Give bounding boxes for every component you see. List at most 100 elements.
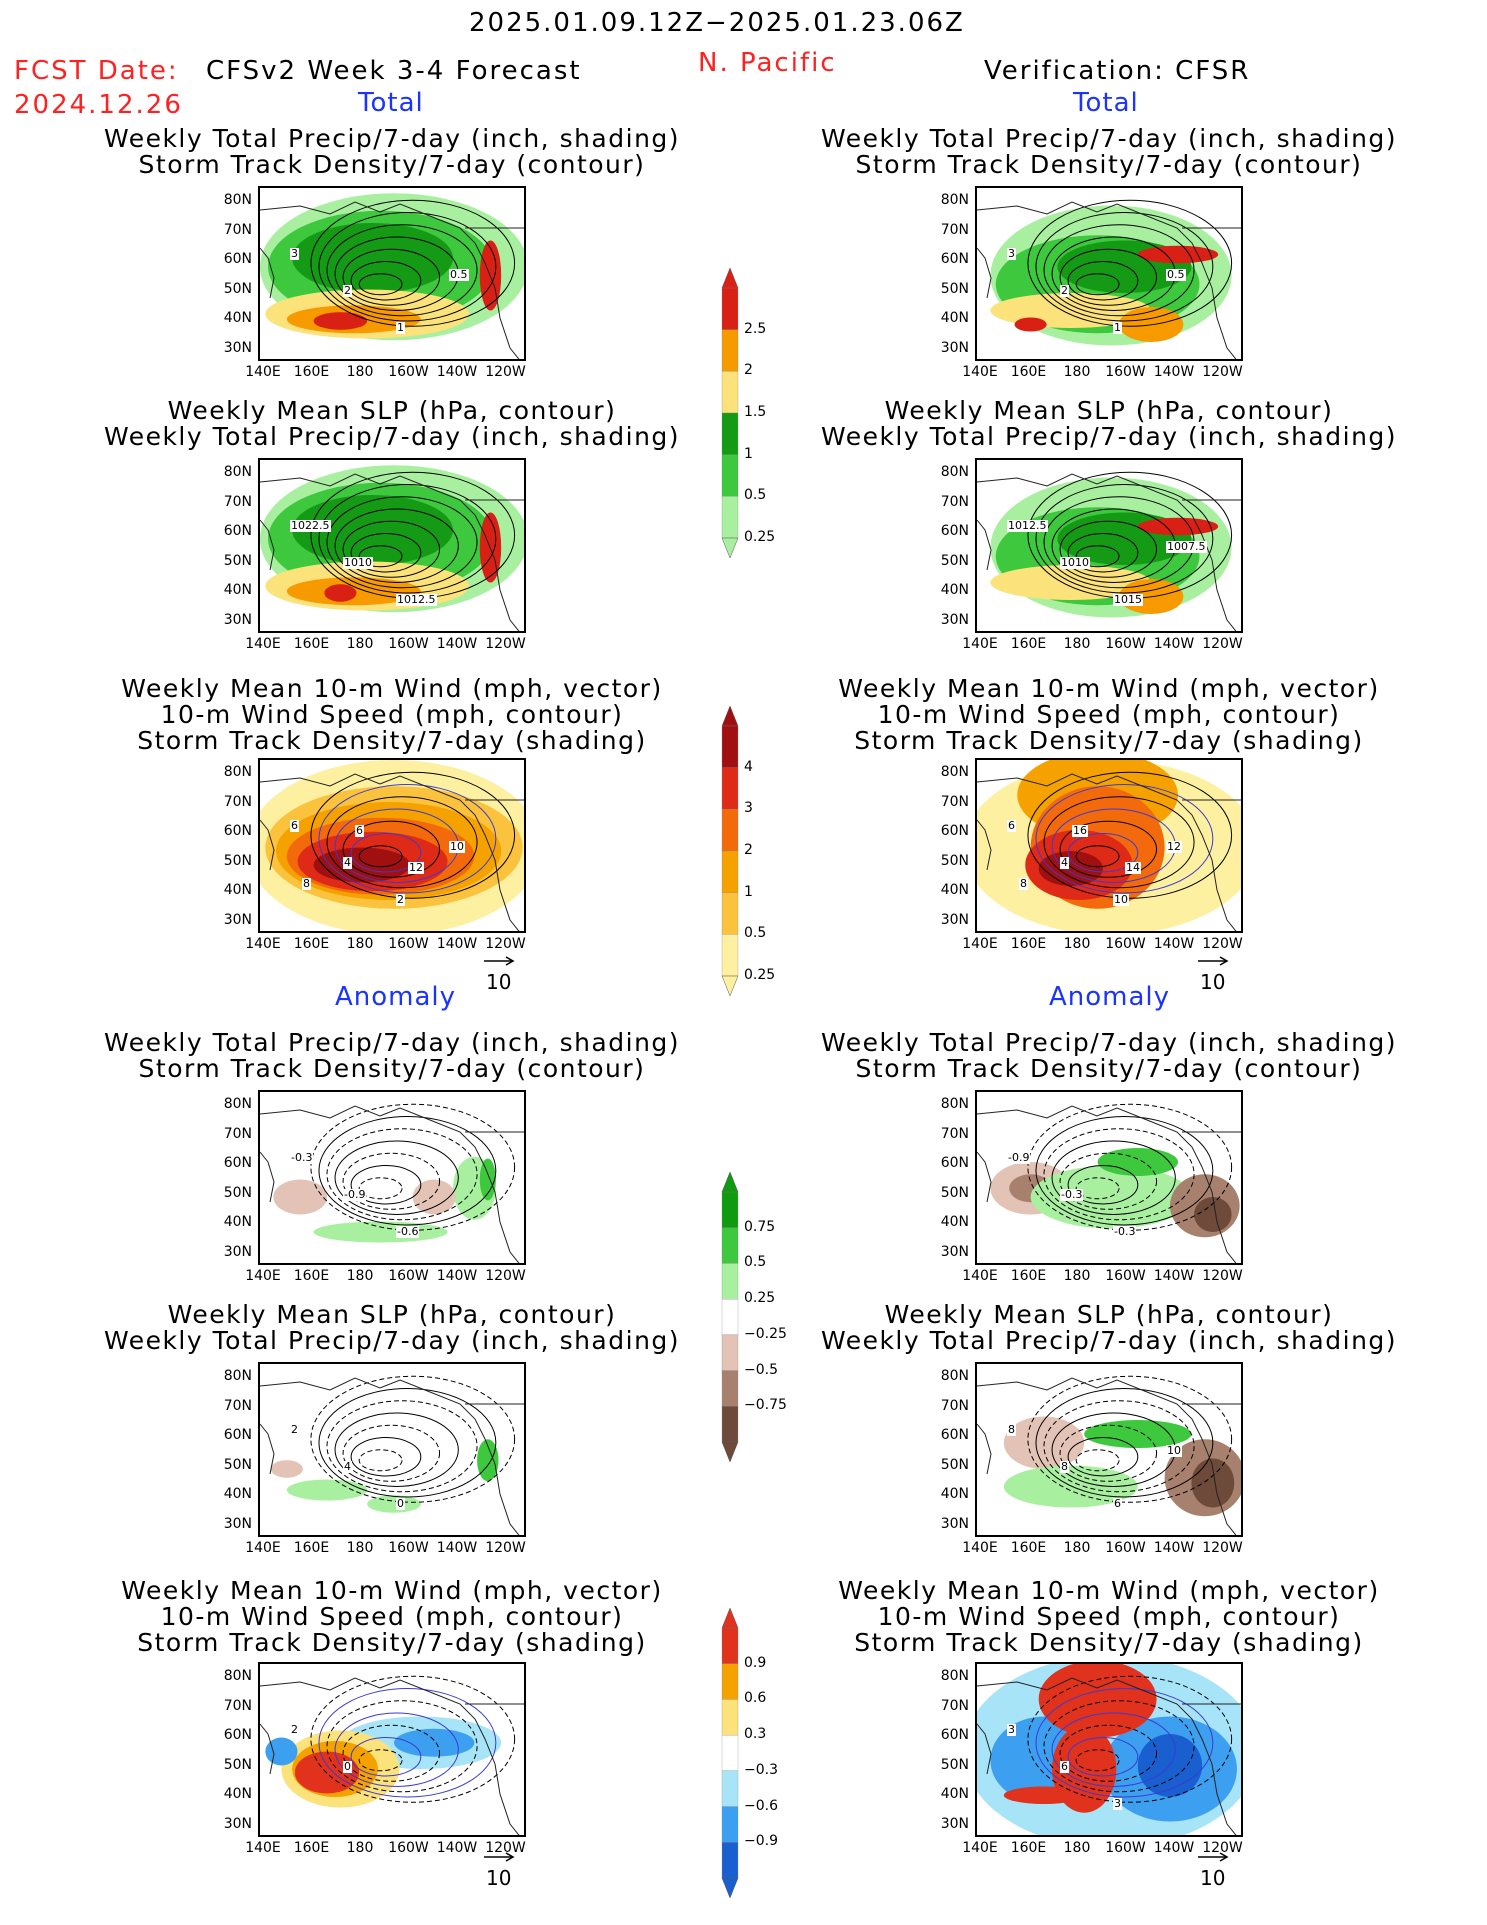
lat-tick-label: 50N: [940, 1184, 969, 1201]
map-panel: -0.3 -0.9 -0.6: [258, 1090, 526, 1265]
lon-tick-label: 140E: [245, 1540, 281, 1556]
map-panel: 1012.5 1010 1015 1007.5: [975, 458, 1243, 633]
shading-region: [479, 1158, 496, 1201]
lon-tick-label: 140E: [245, 1268, 281, 1284]
lon-tick-label: 140E: [245, 1840, 281, 1856]
contour-line: [350, 533, 422, 573]
lon-tick-label: 160E: [293, 936, 330, 952]
colorbar-tick-label: −0.5: [744, 1361, 778, 1378]
coastline: [977, 1377, 1241, 1535]
contour-line: [1043, 1400, 1195, 1493]
panel-title-line: Weekly Mean 10-m Wind (mph, vector): [121, 674, 663, 703]
lat-tick-label: 60N: [940, 1155, 969, 1171]
lon-tick-label: 120W: [1202, 636, 1243, 652]
contour-line: [1035, 1116, 1214, 1226]
lat-tick-label: 60N: [223, 1155, 252, 1171]
lat-tick-label: 50N: [223, 1756, 252, 1773]
panel-title-line: Weekly Mean 10-m Wind (mph, vector): [121, 1576, 663, 1605]
colorbar-swatch: [721, 1191, 739, 1228]
colorbar-swatch: [721, 329, 739, 372]
contour-label: 14: [1125, 861, 1141, 874]
contour-label: 8: [1007, 1423, 1016, 1436]
colorbar-tick-label: 0.25: [744, 529, 776, 545]
contour-line: [326, 1700, 478, 1793]
shading-region: [394, 1728, 475, 1757]
contour-label: 1007.5: [1166, 540, 1207, 553]
shading-region: [1137, 517, 1219, 536]
colorbar-tick-label: 0.25: [744, 1290, 776, 1307]
panel-title-line: Weekly Mean 10-m Wind (mph, vector): [838, 674, 1380, 703]
contour-line: [326, 1400, 478, 1493]
contour-label: -0.9: [1007, 1151, 1031, 1164]
lat-tick-label: 50N: [223, 852, 252, 869]
contour-line: [334, 1412, 459, 1487]
lon-tick-label: 140E: [245, 364, 281, 380]
panel-title-line: Weekly Total Precip/7-day (inch, shading…: [103, 124, 681, 153]
shading-region: [313, 1221, 448, 1243]
panel-title-line: 10-m Wind Speed (mph, contour): [877, 700, 1341, 729]
contour-label: 2: [343, 284, 352, 297]
lon-tick-label: 160E: [1010, 936, 1047, 952]
colorbar-swatch: [721, 1334, 739, 1371]
coastline: [977, 1105, 1241, 1263]
contour-line: [1043, 796, 1195, 889]
lat-tick-label: 50N: [940, 1756, 969, 1773]
colorbar-tick-label: −0.6: [744, 1797, 778, 1814]
contour-label: 1: [1113, 321, 1122, 334]
lon-tick-label: 120W: [1202, 1540, 1243, 1556]
contour-label: 10: [1166, 1444, 1182, 1457]
lon-tick-label: 160W: [388, 1268, 429, 1284]
lon-tick-label: 180: [346, 1540, 374, 1556]
lat-tick-label: 40N: [223, 1214, 252, 1230]
lon-tick-label: 120W: [1202, 364, 1243, 380]
lat-tick-label: 70N: [223, 1125, 252, 1142]
lon-tick-label: 140W: [436, 1840, 478, 1856]
contour-line: [1059, 1152, 1158, 1210]
section-anomaly-right: Anomaly: [1049, 982, 1171, 1012]
lon-tick-label: 140W: [436, 936, 478, 952]
panel-title-line: 10-m Wind Speed (mph, contour): [160, 700, 624, 729]
lon-tick-label: 120W: [1202, 936, 1243, 952]
contour-line: [334, 1140, 459, 1215]
lat-tick-label: 60N: [223, 1727, 252, 1743]
contour-label: 0.5: [1166, 268, 1186, 281]
contour-line: [1043, 1700, 1195, 1793]
contour-label: 6: [355, 824, 364, 837]
forecast-title: CFSv2 Week 3-4 Forecast: [206, 56, 582, 86]
colorbar-tick-label: 0.75: [744, 1218, 776, 1235]
lon-tick-label: 140W: [1153, 364, 1195, 380]
panel-title-line: Weekly Mean SLP (hPa, contour): [884, 396, 1334, 425]
shading-region: [477, 1439, 499, 1482]
panel-title-line: Weekly Total Precip/7-day (inch, shading…: [820, 1326, 1398, 1355]
contour-label: 12: [1166, 840, 1182, 853]
lat-tick-label: 60N: [940, 1427, 969, 1443]
lon-tick-label: 140E: [962, 1268, 998, 1284]
shading-region: [1014, 317, 1047, 332]
colorbar-swatch: [721, 1663, 739, 1700]
lat-tick-label: 60N: [223, 251, 252, 267]
contour-line: [350, 833, 422, 873]
lon-tick-label: 180: [1063, 636, 1091, 652]
contour-line: [350, 1737, 422, 1777]
contour-line: [1043, 1128, 1195, 1221]
lat-tick-label: 30N: [223, 339, 252, 356]
contour-line: [1035, 1688, 1214, 1798]
colorbar-swatch: [721, 1227, 739, 1264]
colorbar-tick-label: 1: [744, 883, 753, 900]
shading-region: [270, 1460, 303, 1478]
colorbar-swatch: [721, 1406, 739, 1443]
lat-tick-label: 30N: [940, 911, 969, 928]
colorbar-swatch: [721, 1734, 739, 1772]
colorbar-swatch: [721, 1370, 739, 1407]
contour-line: [342, 1152, 441, 1210]
contour-line: [350, 1437, 422, 1477]
lat-tick-label: 60N: [223, 823, 252, 839]
shading-region: [1038, 1664, 1157, 1738]
contour-line: [342, 820, 441, 878]
lon-tick-label: 140E: [962, 1840, 998, 1856]
lon-tick-label: 140W: [436, 1540, 478, 1556]
contour-label: 10: [449, 840, 465, 853]
colorbar-swatch: [721, 287, 739, 330]
lat-tick-label: 80N: [223, 192, 252, 208]
contour-label: 3: [290, 247, 299, 260]
